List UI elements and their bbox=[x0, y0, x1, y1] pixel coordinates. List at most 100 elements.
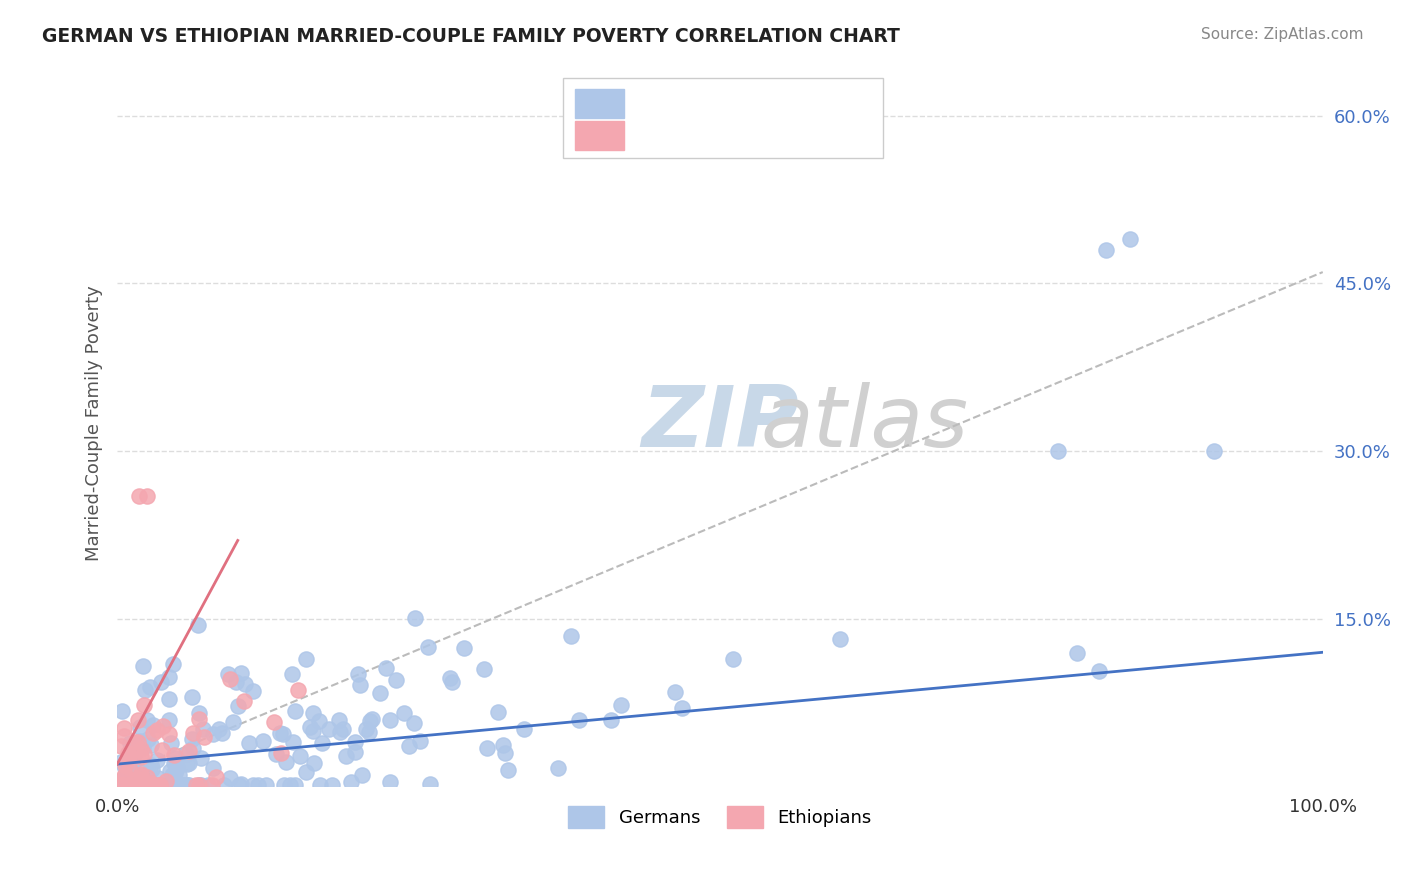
Point bbox=[486, 705, 509, 719]
Point bbox=[149, 778, 172, 792]
Text: Source: ZipAtlas.com: Source: ZipAtlas.com bbox=[1201, 27, 1364, 42]
Point bbox=[128, 734, 150, 748]
Point bbox=[190, 750, 212, 764]
Point bbox=[247, 778, 270, 792]
Point bbox=[496, 764, 519, 778]
Point bbox=[127, 778, 149, 792]
Point bbox=[190, 778, 212, 792]
Point bbox=[295, 765, 318, 780]
Point bbox=[610, 698, 633, 712]
Point bbox=[128, 489, 150, 503]
Point bbox=[361, 712, 384, 726]
Point bbox=[225, 675, 247, 690]
Point bbox=[125, 772, 148, 787]
Point bbox=[671, 701, 693, 715]
Point bbox=[181, 725, 204, 739]
Text: N =: N = bbox=[775, 127, 814, 145]
Point bbox=[127, 735, 149, 749]
Point bbox=[166, 778, 188, 792]
Point bbox=[368, 686, 391, 700]
Point bbox=[188, 778, 211, 792]
Point bbox=[114, 769, 136, 783]
Point bbox=[136, 713, 159, 727]
FancyBboxPatch shape bbox=[575, 121, 623, 151]
Point bbox=[187, 618, 209, 632]
Point bbox=[288, 748, 311, 763]
Y-axis label: Married-Couple Family Poverty: Married-Couple Family Poverty bbox=[86, 285, 103, 561]
Point bbox=[1088, 665, 1111, 679]
Point bbox=[1119, 231, 1142, 245]
Point bbox=[141, 757, 163, 772]
Point bbox=[494, 746, 516, 760]
Point bbox=[335, 748, 357, 763]
Point bbox=[111, 704, 134, 718]
Point bbox=[352, 767, 374, 781]
Point bbox=[378, 713, 401, 727]
Point bbox=[141, 762, 163, 776]
Point bbox=[166, 762, 188, 776]
Point bbox=[218, 771, 240, 785]
Point bbox=[208, 722, 231, 736]
Point bbox=[121, 778, 143, 792]
Point bbox=[163, 747, 186, 762]
Point bbox=[201, 761, 224, 775]
Point bbox=[157, 778, 180, 792]
Point bbox=[118, 777, 141, 791]
Point bbox=[419, 777, 441, 791]
Point bbox=[118, 778, 141, 792]
Point bbox=[127, 778, 149, 792]
Point bbox=[120, 778, 142, 792]
Point bbox=[477, 740, 499, 755]
Text: R =: R = bbox=[641, 91, 681, 109]
Point bbox=[136, 770, 159, 784]
Point bbox=[284, 704, 307, 718]
Point bbox=[269, 726, 291, 740]
Point bbox=[136, 775, 159, 789]
Point bbox=[165, 765, 187, 780]
Point bbox=[560, 629, 582, 643]
Point bbox=[222, 715, 245, 730]
Point bbox=[309, 778, 332, 792]
Point bbox=[233, 677, 256, 691]
Point bbox=[142, 726, 165, 740]
Point bbox=[242, 778, 264, 792]
Point bbox=[118, 749, 141, 764]
Text: 0.393: 0.393 bbox=[690, 127, 741, 145]
Point bbox=[1204, 444, 1226, 458]
Point bbox=[378, 775, 401, 789]
Point bbox=[149, 778, 172, 792]
Point bbox=[568, 713, 591, 727]
Point bbox=[302, 706, 325, 721]
Point bbox=[157, 691, 180, 706]
Point bbox=[125, 778, 148, 792]
Point bbox=[142, 718, 165, 732]
Point bbox=[409, 734, 432, 748]
Point bbox=[347, 667, 370, 681]
Point bbox=[121, 757, 143, 772]
Point bbox=[205, 770, 228, 784]
Point bbox=[108, 778, 131, 792]
Text: atlas: atlas bbox=[761, 382, 969, 465]
Point bbox=[217, 667, 239, 681]
Point bbox=[155, 773, 177, 788]
Point bbox=[278, 778, 301, 792]
Point bbox=[179, 756, 201, 770]
Point bbox=[134, 698, 156, 712]
Point bbox=[157, 726, 180, 740]
Point bbox=[132, 659, 155, 673]
Point bbox=[254, 778, 277, 792]
Point bbox=[276, 755, 298, 769]
Point bbox=[284, 778, 307, 792]
Point bbox=[218, 672, 240, 686]
Point bbox=[114, 758, 136, 772]
Point bbox=[513, 723, 536, 737]
Point bbox=[129, 764, 152, 779]
Point bbox=[142, 778, 165, 792]
Point bbox=[131, 750, 153, 764]
Point bbox=[281, 735, 304, 749]
Text: 164: 164 bbox=[823, 91, 856, 109]
Point bbox=[375, 661, 398, 675]
Point bbox=[402, 716, 425, 731]
Point bbox=[1094, 243, 1116, 257]
Text: 55: 55 bbox=[823, 127, 856, 145]
